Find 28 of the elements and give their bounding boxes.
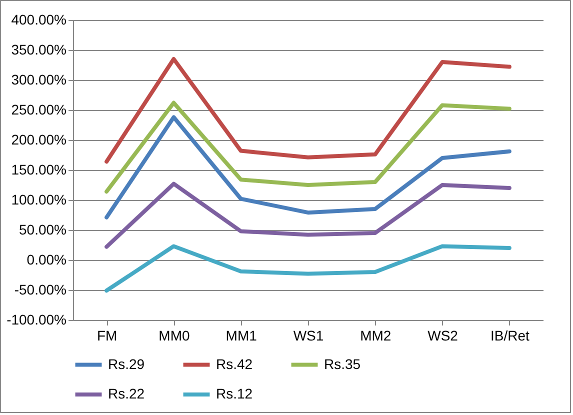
line-series — [104, 115, 512, 220]
x-tick-label: WS1 — [293, 328, 324, 344]
y-tick-label: 300.00% — [11, 72, 66, 88]
y-tick-label: 400.00% — [11, 12, 66, 28]
y-tick-label: 200.00% — [11, 132, 66, 148]
x-tick-label: MM1 — [226, 328, 258, 344]
x-tick-label: IB/Ret — [490, 328, 530, 344]
line-series — [104, 57, 512, 164]
y-tick-label: 100.00% — [11, 192, 66, 208]
y-tick-label: 50.00% — [19, 222, 66, 238]
line-series — [104, 244, 512, 293]
y-tick-label: 250.00% — [11, 102, 66, 118]
legend-label: Rs.12 — [216, 386, 253, 402]
y-tick-label: -50.00% — [14, 282, 66, 298]
line-series — [104, 182, 512, 249]
y-tick-label: 350.00% — [11, 42, 66, 58]
y-tick-label: -100.00% — [6, 312, 66, 328]
line-series — [104, 100, 512, 194]
legend-label: Rs.22 — [108, 386, 145, 402]
y-tick-label: 0.00% — [26, 252, 66, 268]
x-tick-label: MM2 — [360, 328, 392, 344]
legend-label: Rs.42 — [216, 356, 253, 372]
y-tick-label: 150.00% — [11, 162, 66, 178]
x-tick-label: WS2 — [428, 328, 458, 344]
legend-label: Rs.29 — [108, 356, 145, 372]
x-tick-label: MM0 — [158, 328, 190, 344]
x-tick-label: FM — [96, 328, 118, 344]
legend-label: Rs.35 — [324, 356, 361, 372]
